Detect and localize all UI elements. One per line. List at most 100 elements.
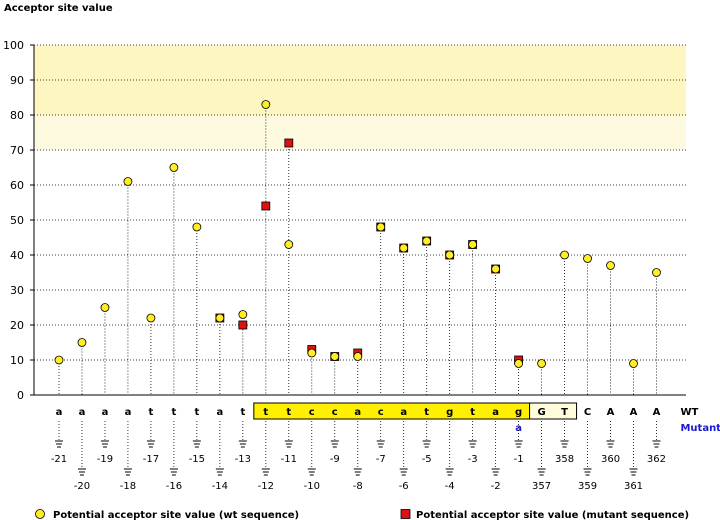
position-label: -17 [143, 454, 159, 465]
base-letter: t [286, 407, 291, 418]
y-tick-label: 10 [10, 354, 24, 367]
y-tick-label: 90 [10, 74, 24, 87]
position-label: -4 [445, 481, 455, 492]
base-letter: A [607, 407, 615, 418]
position-label: -20 [74, 481, 90, 492]
wt-sequence-box [253, 402, 532, 420]
mutant-point [261, 201, 271, 211]
sequence-labels: a -21 a -20 a -19 a -18 t -17 t -16 t -15 a -14 t -13 t -12… [51, 407, 720, 492]
base-letter: T [561, 407, 568, 418]
y-tick-label: 80 [10, 109, 24, 122]
position-label: 358 [555, 454, 574, 465]
position-label: -10 [304, 481, 320, 492]
y-tick-label: 100 [3, 39, 24, 52]
base-letter: a [400, 407, 407, 418]
base-letter: a [492, 407, 499, 418]
wt-point [284, 240, 294, 249]
highlight-band [34, 45, 686, 115]
legend-mutant-marker [400, 509, 411, 519]
base-letter: a [354, 407, 361, 418]
wt-point [123, 177, 133, 186]
wt-point [192, 222, 202, 232]
position-label: -2 [491, 481, 501, 492]
base-letter: c [332, 407, 338, 418]
wt-point [537, 359, 546, 368]
wt-point [376, 222, 386, 232]
y-tick-label: 50 [10, 214, 24, 227]
mutant-row-label: Mutant [680, 423, 720, 434]
base-letter: a [216, 407, 223, 418]
base-letter: t [263, 407, 268, 418]
base-letter: A [630, 407, 638, 418]
wt-point [215, 313, 225, 323]
wt-point [445, 250, 455, 260]
mutant-base-letter: a [515, 423, 522, 434]
wt-point [238, 310, 248, 319]
base-letter: A [653, 407, 661, 418]
base-letter: t [240, 407, 245, 418]
position-label: -18 [120, 481, 136, 492]
position-label: -5 [422, 454, 432, 465]
base-letter: c [309, 407, 315, 418]
wt-point [468, 240, 478, 249]
wt-point [146, 313, 156, 323]
position-label: 362 [647, 454, 666, 465]
position-label: -6 [399, 481, 409, 492]
base-letter: t [470, 407, 475, 418]
legend-wt-label: Potential acceptor site value (wt sequen… [53, 510, 299, 520]
wt-point [629, 359, 638, 368]
wt-point [491, 264, 501, 274]
y-axis: 0 10 20 30 40 50 60 70 80 90 100 [3, 39, 686, 402]
wt-point [652, 268, 661, 277]
base-letter: t [194, 407, 199, 418]
position-label: -19 [97, 454, 113, 465]
position-label: -16 [166, 481, 182, 492]
position-label: -15 [189, 454, 205, 465]
position-label: 360 [601, 454, 620, 465]
base-letter: a [56, 407, 63, 418]
y-tick-label: 40 [10, 249, 24, 262]
position-label: -7 [376, 454, 386, 465]
legend: Potential acceptor site value (wt sequen… [35, 509, 689, 520]
position-label: -13 [235, 454, 251, 465]
position-label: -8 [353, 481, 363, 492]
base-letter: a [125, 407, 132, 418]
highlight-bands [34, 45, 686, 150]
legend-wt-marker [35, 509, 45, 519]
stems [58, 104, 657, 395]
position-label: -1 [514, 454, 524, 465]
y-tick-label: 0 [17, 389, 24, 402]
y-tick-label: 70 [10, 144, 24, 157]
grid-lines [34, 44, 686, 361]
position-label: 359 [578, 481, 597, 492]
base-letter: g [446, 407, 453, 418]
wt-point [100, 303, 110, 312]
wt-point [514, 359, 523, 368]
exon-sequence-box [529, 402, 578, 420]
wt-point [169, 163, 179, 172]
chart-title: Acceptor site value [4, 3, 113, 14]
wt-point [560, 250, 569, 260]
wt-point [261, 100, 271, 109]
wt-point [583, 254, 592, 263]
base-letter: G [537, 407, 545, 418]
y-tick-label: 30 [10, 284, 24, 297]
wt-point [353, 352, 363, 361]
position-label: 361 [624, 481, 643, 492]
mutant-point [284, 138, 294, 148]
position-label: -11 [281, 454, 297, 465]
wt-point [606, 261, 615, 270]
base-letter: C [584, 407, 591, 418]
base-letter: t [149, 407, 154, 418]
base-letter: a [102, 407, 109, 418]
highlight-band [34, 115, 686, 150]
wt-point [77, 338, 87, 347]
position-label: -12 [258, 481, 274, 492]
position-label: -3 [468, 454, 478, 465]
data-markers [54, 100, 661, 368]
base-letter: t [424, 407, 429, 418]
position-label: -14 [212, 481, 228, 492]
wt-point [330, 352, 340, 361]
wt-point [399, 243, 409, 253]
